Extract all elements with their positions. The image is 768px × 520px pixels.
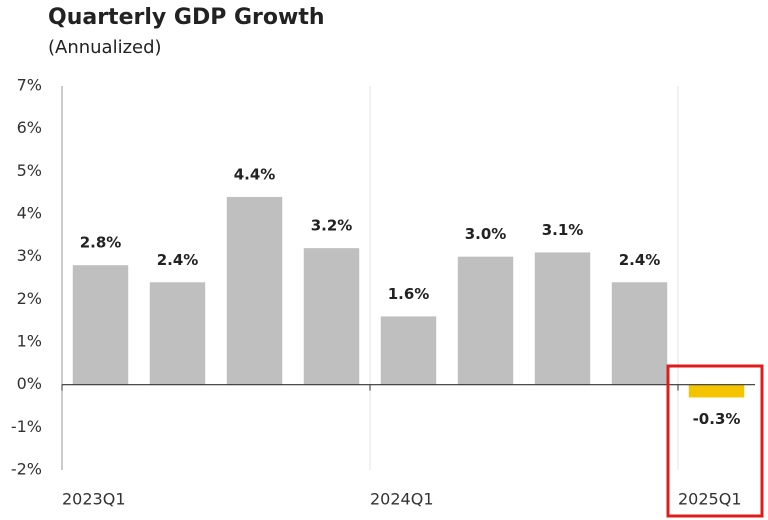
- value-label: 3.0%: [465, 225, 507, 243]
- value-label: 2.8%: [80, 234, 122, 252]
- y-tick-label: 0%: [17, 374, 42, 393]
- y-tick-label: 1%: [17, 332, 42, 351]
- value-label: 3.1%: [542, 221, 584, 239]
- y-tick-label: -2%: [11, 460, 42, 479]
- x-tick-label: 2025Q1: [678, 490, 742, 509]
- x-tick-label: 2023Q1: [62, 490, 126, 509]
- value-label: 2.4%: [619, 251, 661, 269]
- bar: [72, 265, 129, 385]
- value-label: -0.3%: [693, 410, 741, 428]
- bar: [534, 252, 591, 385]
- value-label: 4.4%: [234, 165, 276, 183]
- bar: [303, 248, 360, 385]
- highlight-box: [666, 364, 764, 518]
- chart-title: Quarterly GDP Growth: [48, 5, 325, 30]
- y-tick-label: 5%: [17, 161, 42, 180]
- value-label: 2.4%: [157, 251, 199, 269]
- y-tick-label: 3%: [17, 246, 42, 265]
- bar: [380, 316, 437, 385]
- y-tick-label: -1%: [11, 417, 42, 436]
- y-tick-label: 2%: [17, 289, 42, 308]
- bar: [226, 196, 283, 385]
- value-label: 3.2%: [311, 217, 353, 235]
- bar: [149, 282, 206, 385]
- value-label: 1.6%: [388, 285, 430, 303]
- bar: [457, 256, 514, 385]
- bar: [688, 384, 745, 398]
- y-tick-label: 7%: [17, 76, 42, 95]
- x-tick-label: 2024Q1: [370, 490, 434, 509]
- bar: [611, 282, 668, 385]
- y-tick-label: 4%: [17, 204, 42, 223]
- chart-subtitle: (Annualized): [48, 37, 162, 58]
- y-tick-label: 6%: [17, 118, 42, 137]
